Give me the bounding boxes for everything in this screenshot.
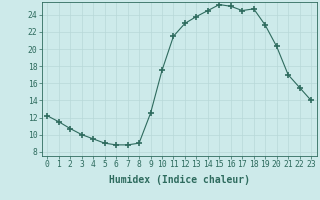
X-axis label: Humidex (Indice chaleur): Humidex (Indice chaleur) <box>109 175 250 185</box>
